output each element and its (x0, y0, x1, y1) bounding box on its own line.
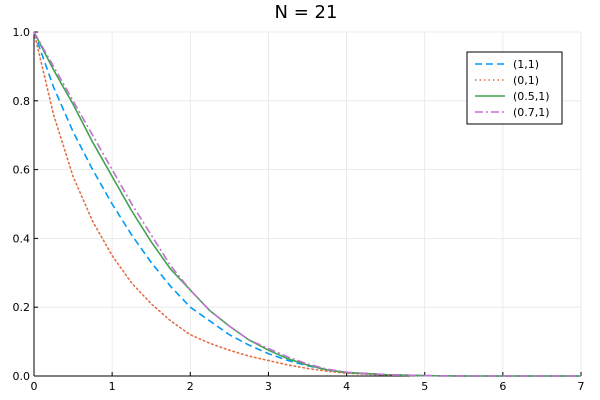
series-line-1 (33, 31, 581, 377)
x-tick-label: 6 (499, 380, 506, 393)
legend-label-1: (1,1) (513, 58, 539, 71)
tick-labels: 0 1 2 3 4 5 6 7 0.0 0.2 0.4 0.6 0.8 1.0 (13, 26, 585, 393)
x-tick-label: 7 (578, 380, 585, 393)
series-group (33, 31, 582, 377)
y-tick-label: 0.0 (13, 370, 31, 383)
x-tick-label: 1 (109, 380, 116, 393)
legend: (1,1) (0,1) (0.5,1) (0.7,1) (466, 51, 563, 125)
legend-label-2: (0,1) (513, 74, 539, 87)
x-tick-label: 4 (343, 380, 350, 393)
x-tick-label: 3 (265, 380, 272, 393)
y-tick-label: 0.4 (13, 232, 31, 245)
x-tick-label: 0 (31, 380, 38, 393)
legend-label-4: (0.7,1) (513, 106, 550, 119)
chart-title: N = 21 (275, 2, 338, 23)
y-tick-label: 1.0 (13, 26, 31, 39)
x-tick-label: 2 (187, 380, 194, 393)
y-tick-label: 0.2 (13, 301, 31, 314)
legend-label-3: (0.5,1) (513, 90, 550, 103)
series-line-4 (33, 31, 581, 377)
y-tick-label: 0.6 (13, 164, 31, 177)
y-tick-label: 0.8 (13, 95, 31, 108)
x-tick-label: 5 (421, 380, 428, 393)
